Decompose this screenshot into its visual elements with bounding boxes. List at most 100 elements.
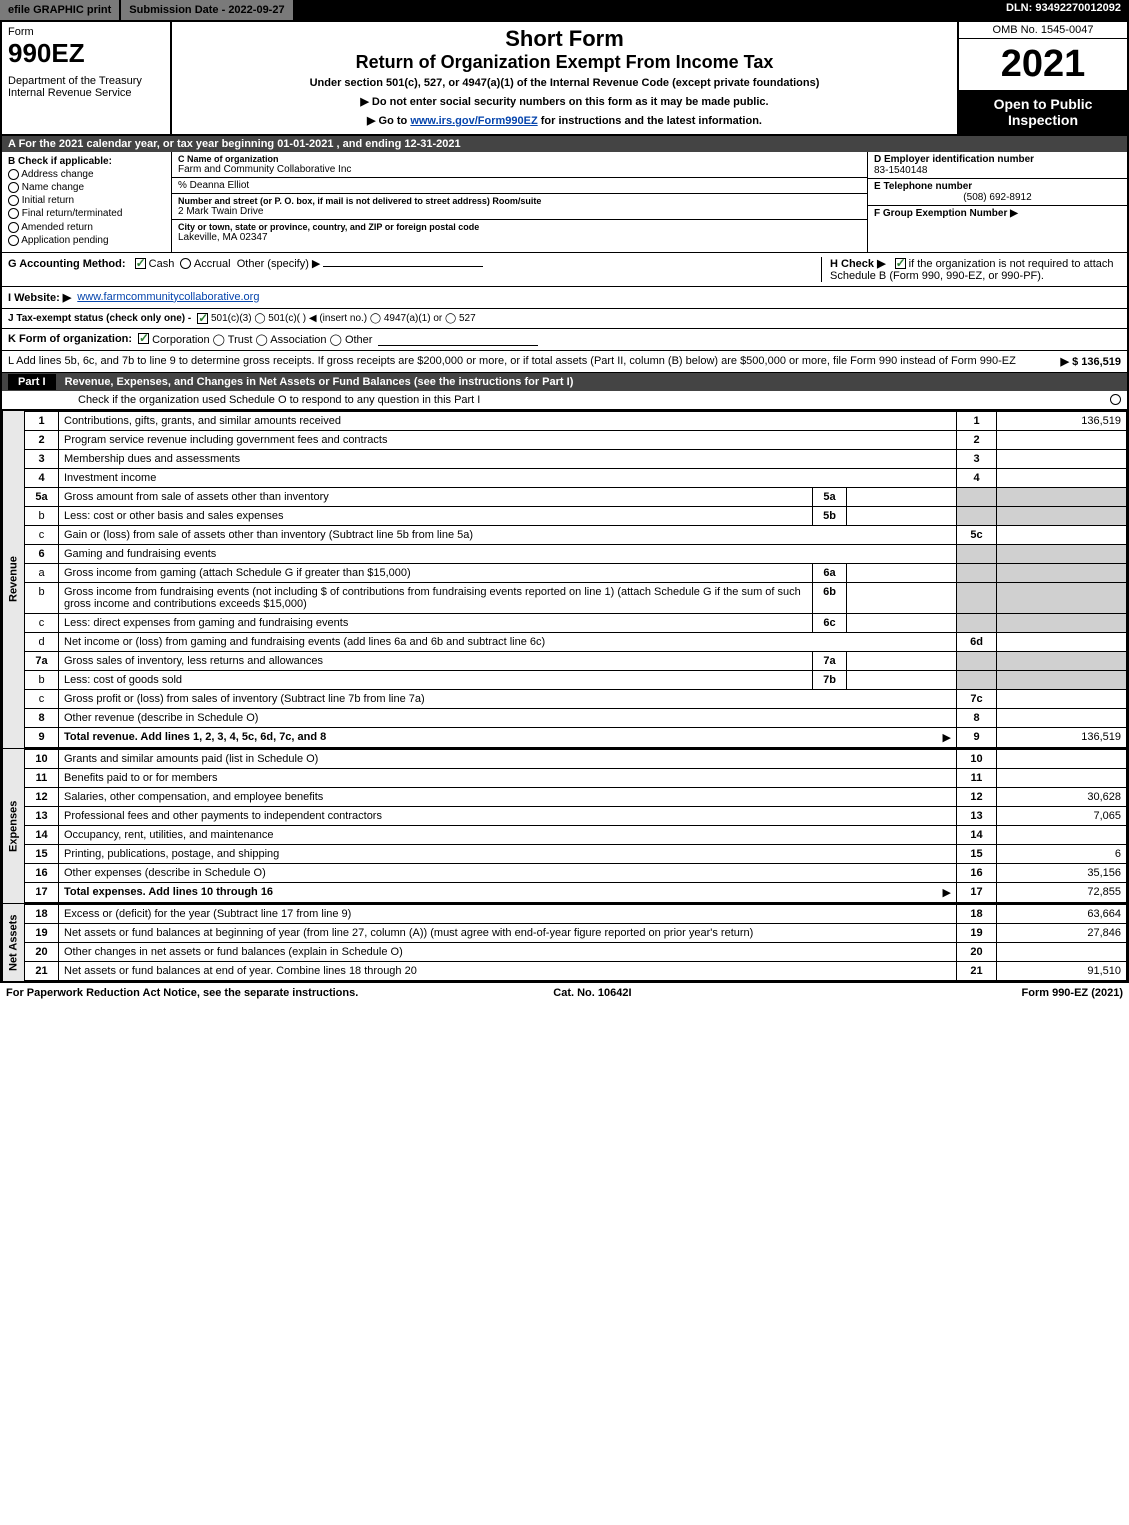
footer-catalog: Cat. No. 10642I [553, 987, 631, 999]
h-label: H Check ▶ [830, 258, 886, 270]
dln-label: DLN: 93492270012092 [998, 0, 1129, 20]
k-other-input[interactable] [378, 333, 538, 346]
line-1: 1Contributions, gifts, grants, and simil… [25, 411, 1127, 430]
check-final-return[interactable]: Final return/terminated [8, 208, 165, 219]
row-g-h: G Accounting Method: Cash Accrual Other … [2, 253, 1127, 287]
g-other-label: Other (specify) ▶ [237, 258, 321, 270]
header-left: Form 990EZ Department of the Treasury In… [2, 22, 172, 134]
line-5c: cGain or (loss) from sale of assets othe… [25, 525, 1127, 544]
b-header: B Check if applicable: [8, 156, 165, 167]
expenses-table: 10Grants and similar amounts paid (list … [24, 749, 1127, 903]
k-corporation-checkbox[interactable] [138, 333, 149, 344]
line-6a: aGross income from gaming (attach Schedu… [25, 563, 1127, 582]
row-k: K Form of organization: Corporation ◯ Tr… [2, 329, 1127, 351]
section-def: D Employer identification number 83-1540… [867, 152, 1127, 252]
submission-date-button[interactable]: Submission Date - 2022-09-27 [121, 0, 294, 20]
care-of: % Deanna Elliot [172, 178, 867, 194]
j-tax-exempt-label: J Tax-exempt status (check only one) - [8, 313, 191, 324]
check-name-change[interactable]: Name change [8, 182, 165, 193]
title-short-form: Short Form [178, 26, 951, 52]
revenue-table: 1Contributions, gifts, grants, and simil… [24, 411, 1127, 748]
line-2: 2Program service revenue including gover… [25, 430, 1127, 449]
line-20: 20Other changes in net assets or fund ba… [25, 942, 1127, 961]
street-address: 2 Mark Twain Drive [178, 206, 861, 217]
part-i-subtext: Check if the organization used Schedule … [78, 394, 480, 406]
j-options: 501(c)(3) ◯ 501(c)( ) ◀ (insert no.) ◯ 4… [211, 313, 476, 324]
street-label: Number and street (or P. O. box, if mail… [178, 196, 861, 206]
section-a: A For the 2021 calendar year, or tax yea… [2, 136, 1127, 152]
title-return: Return of Organization Exempt From Incom… [178, 52, 951, 73]
g-accounting-label: G Accounting Method: [8, 258, 126, 270]
g-accrual-label: Accrual [194, 258, 231, 270]
open-public-inspection: Open to Public Inspection [959, 90, 1127, 134]
city-label: City or town, state or province, country… [178, 222, 861, 232]
row-i: I Website: ▶ www.farmcommunitycollaborat… [2, 287, 1127, 309]
g-other-input[interactable] [323, 266, 483, 267]
topbar: efile GRAPHIC print Submission Date - 20… [0, 0, 1129, 20]
part-i-checkbox[interactable] [1110, 394, 1121, 406]
form-label: Form [8, 26, 164, 38]
h-checkbox[interactable] [895, 258, 906, 269]
line-7a: 7aGross sales of inventory, less returns… [25, 651, 1127, 670]
section-c: C Name of organization Farm and Communit… [172, 152, 867, 252]
g-cash-checkbox[interactable] [135, 258, 146, 269]
check-application-pending[interactable]: Application pending [8, 235, 165, 246]
line-19: 19Net assets or fund balances at beginni… [25, 923, 1127, 942]
footer-right: Form 990-EZ (2021) [1022, 987, 1123, 999]
line-14: 14Occupancy, rent, utilities, and mainte… [25, 825, 1127, 844]
i-website-label: I Website: ▶ [8, 291, 71, 304]
part-i-tag: Part I [8, 374, 56, 390]
line-4: 4Investment income4 [25, 468, 1127, 487]
d-ein-label: D Employer identification number [874, 154, 1121, 165]
netassets-table: 18Excess or (deficit) for the year (Subt… [24, 904, 1127, 981]
check-initial-return[interactable]: Initial return [8, 195, 165, 206]
k-form-org-label: K Form of organization: [8, 333, 132, 346]
line-21: 21Net assets or fund balances at end of … [25, 961, 1127, 980]
line-16: 16Other expenses (describe in Schedule O… [25, 863, 1127, 882]
efile-print-button[interactable]: efile GRAPHIC print [0, 0, 121, 20]
g-accrual-radio[interactable] [180, 258, 191, 269]
section-b: B Check if applicable: Address change Na… [2, 152, 172, 252]
part-i-title: Revenue, Expenses, and Changes in Net As… [65, 376, 574, 388]
line-7b: bLess: cost of goods sold7b [25, 670, 1127, 689]
form-container: Form 990EZ Department of the Treasury In… [0, 20, 1129, 983]
line-18: 18Excess or (deficit) for the year (Subt… [25, 904, 1127, 923]
header: Form 990EZ Department of the Treasury In… [2, 22, 1127, 136]
website-link[interactable]: www.farmcommunitycollaborative.org [77, 291, 259, 304]
l-amount: ▶ $ 136,519 [1061, 355, 1121, 368]
form-number: 990EZ [8, 38, 164, 69]
check-amended-return[interactable]: Amended return [8, 222, 165, 233]
e-telephone-label: E Telephone number [874, 181, 1121, 192]
expenses-section: Expenses 10Grants and similar amounts pa… [2, 748, 1127, 903]
revenue-vlabel: Revenue [2, 411, 24, 748]
line-15: 15Printing, publications, postage, and s… [25, 844, 1127, 863]
c-name-label: C Name of organization [178, 154, 861, 164]
omb-number: OMB No. 1545-0047 [959, 22, 1127, 39]
line-3: 3Membership dues and assessments3 [25, 449, 1127, 468]
check-address-change[interactable]: Address change [8, 169, 165, 180]
department-label: Department of the Treasury Internal Reve… [8, 75, 164, 99]
row-l: L Add lines 5b, 6c, and 7b to line 9 to … [2, 351, 1127, 373]
section-h: H Check ▶ if the organization is not req… [821, 257, 1121, 282]
instruction-2: ▶ Go to www.irs.gov/Form990EZ for instru… [178, 114, 951, 127]
line-17: 17Total expenses. Add lines 10 through 1… [25, 882, 1127, 902]
city-state-zip: Lakeville, MA 02347 [178, 232, 861, 243]
revenue-section: Revenue 1Contributions, gifts, grants, a… [2, 410, 1127, 748]
section-bcd: B Check if applicable: Address change Na… [2, 152, 1127, 253]
k-options: Corporation ◯ Trust ◯ Association ◯ Othe… [152, 333, 372, 346]
part-i-sub: Check if the organization used Schedule … [2, 391, 1127, 410]
line-10: 10Grants and similar amounts paid (list … [25, 749, 1127, 768]
line-11: 11Benefits paid to or for members11 [25, 768, 1127, 787]
line-5a: 5aGross amount from sale of assets other… [25, 487, 1127, 506]
j-501c3-checkbox[interactable] [197, 313, 208, 324]
irs-link[interactable]: www.irs.gov/Form990EZ [410, 115, 537, 127]
line-9: 9Total revenue. Add lines 1, 2, 3, 4, 5c… [25, 727, 1127, 747]
header-right: OMB No. 1545-0047 2021 Open to Public In… [957, 22, 1127, 134]
netassets-section: Net Assets 18Excess or (deficit) for the… [2, 903, 1127, 981]
instruction-1: ▶ Do not enter social security numbers o… [178, 95, 951, 108]
line-6d: dNet income or (loss) from gaming and fu… [25, 632, 1127, 651]
expenses-vlabel: Expenses [2, 749, 24, 903]
org-name: Farm and Community Collaborative Inc [178, 164, 861, 175]
line-7c: cGross profit or (loss) from sales of in… [25, 689, 1127, 708]
line-12: 12Salaries, other compensation, and empl… [25, 787, 1127, 806]
